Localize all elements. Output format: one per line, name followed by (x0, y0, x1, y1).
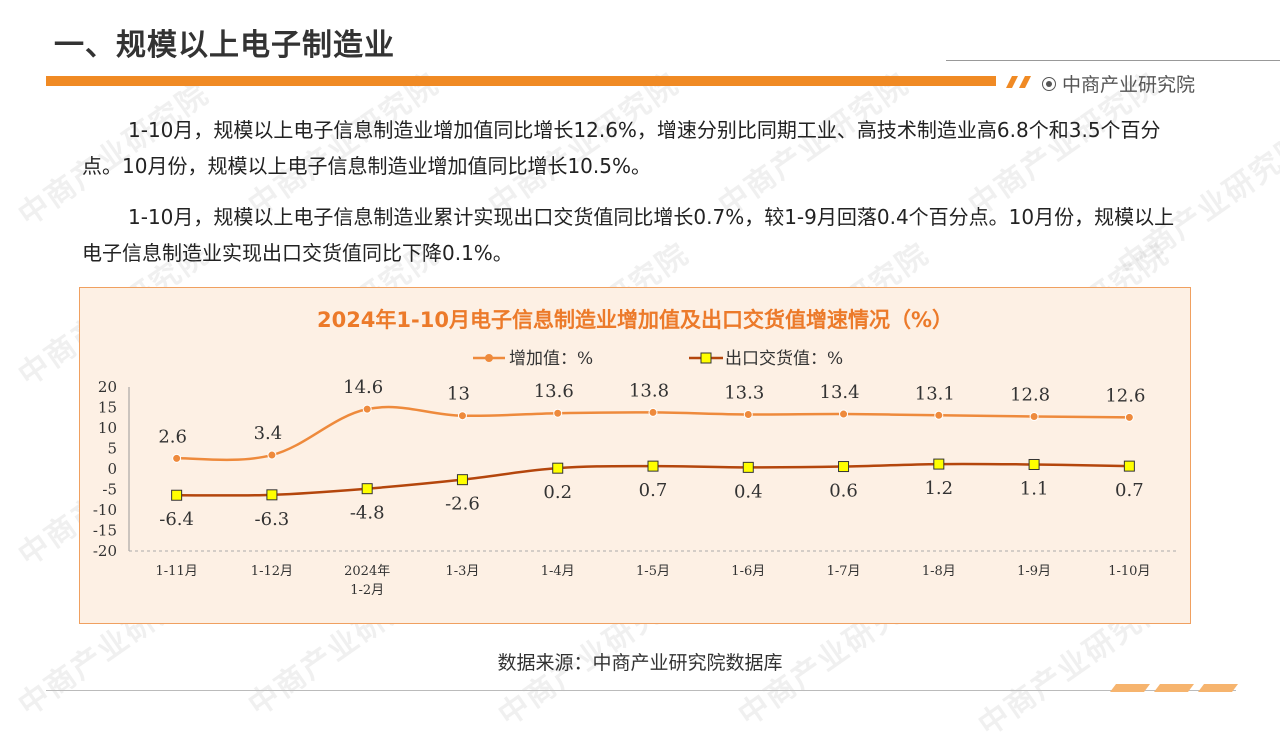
y-tick-label: 15 (98, 399, 117, 417)
value-added-data-label: 13 (447, 384, 470, 405)
series-value-added-point (839, 409, 849, 419)
value-added-data-label: 13.6 (534, 381, 574, 402)
series-export-point (266, 489, 278, 501)
x-tick-label: 1-10月 (1108, 564, 1150, 579)
y-tick-label: -15 (93, 522, 117, 540)
export-data-label: -6.3 (255, 509, 290, 530)
series-export-point (456, 474, 468, 486)
brand-logo: 中商产业研究院 (1042, 70, 1195, 97)
y-tick-label: 0 (107, 460, 117, 478)
series-value-added-point (553, 408, 563, 418)
series-export-point (933, 458, 945, 470)
series-export-point (361, 483, 373, 495)
series-value-added-point (743, 409, 753, 419)
value-added-data-label: 12.8 (1010, 385, 1050, 406)
x-tick-label: 1-2月 (350, 583, 384, 598)
export-data-label: -2.6 (445, 494, 480, 515)
series-export-point (742, 461, 754, 473)
data-source: 数据来源：中商产业研究院数据库 (497, 652, 783, 674)
series-value-added-point (934, 410, 944, 420)
value-added-data-label: 2.6 (158, 426, 187, 447)
export-data-label: 1.2 (924, 478, 953, 499)
title-divider-line (946, 60, 1280, 61)
y-tick-label: -20 (93, 542, 117, 560)
brand-name: 中商产业研究院 (1062, 74, 1196, 96)
decorative-slashes-icon (1006, 76, 1031, 88)
export-data-label: 0.7 (1115, 480, 1144, 501)
paragraph-1-text: 1-10月，规模以上电子信息制造业增加值同比增长12.6%，增速分别比同期工业、… (82, 118, 1161, 178)
export-data-label: 0.2 (543, 482, 572, 503)
series-export-point (171, 489, 183, 501)
export-data-label: 1.1 (1020, 478, 1049, 499)
y-tick-label: 20 (98, 378, 117, 396)
legend-value-added-label: 增加值：% (509, 349, 593, 369)
value-added-data-label: 14.6 (343, 377, 383, 398)
value-added-data-label: 12.6 (1105, 385, 1145, 406)
y-tick-label: -10 (93, 501, 117, 519)
x-tick-label: 1-12月 (251, 564, 293, 579)
series-export-point (1123, 460, 1135, 472)
value-added-data-label: 13.8 (629, 380, 669, 401)
brand-circle-icon (1042, 76, 1056, 91)
legend-value-added-marker (485, 354, 493, 362)
paragraph-export: 1-10月，规模以上电子信息制造业累计实现出口交货值同比增长0.7%，较1-9月… (82, 199, 1182, 271)
x-tick-label: 1-7月 (827, 564, 861, 579)
series-value-added-point (362, 404, 372, 414)
series-value-added-point (267, 450, 277, 460)
series-export-point (838, 461, 850, 473)
x-tick-label: 1-4月 (541, 564, 575, 579)
bottom-divider (46, 690, 1236, 691)
y-tick-label: -5 (102, 481, 117, 499)
legend-export-marker (700, 352, 712, 364)
export-data-label: 0.7 (639, 480, 668, 501)
value-added-data-label: 13.1 (915, 383, 955, 404)
export-data-label: -6.4 (159, 509, 194, 530)
value-added-data-label: 3.4 (254, 423, 283, 444)
paragraph-2-text: 1-10月，规模以上电子信息制造业累计实现出口交货值同比增长0.7%，较1-9月… (82, 205, 1175, 265)
y-tick-label: 5 (107, 440, 117, 458)
y-tick-label: 10 (98, 419, 117, 437)
paragraph-value-added: 1-10月，规模以上电子信息制造业增加值同比增长12.6%，增速分别比同期工业、… (82, 112, 1182, 184)
export-data-label: 0.4 (734, 481, 763, 502)
title-accent-bar (46, 76, 996, 86)
bottom-decoration-icon (1110, 684, 1238, 692)
x-tick-label: 2024年 (344, 564, 390, 579)
legend-export-label: 出口交货值：% (725, 349, 843, 369)
series-value-added-point (648, 407, 658, 417)
x-tick-label: 1-6月 (731, 564, 765, 579)
series-value-added-point (172, 453, 182, 463)
x-tick-label: 1-8月 (922, 564, 956, 579)
value-added-data-label: 13.3 (724, 382, 764, 403)
series-value-added-point (1029, 412, 1039, 422)
x-tick-label: 1-3月 (445, 564, 479, 579)
chart-title: 2024年1-10月电子信息制造业增加值及出口交货值增速情况（%） (316, 308, 954, 332)
export-data-label: -4.8 (350, 503, 385, 524)
page-title: 一、规模以上电子制造业 (54, 28, 395, 63)
series-export-point (647, 460, 659, 472)
x-tick-label: 1-11月 (156, 564, 198, 579)
series-value-added-point (1124, 412, 1134, 422)
series-export-point (1028, 458, 1040, 470)
series-value-added-point (457, 411, 467, 421)
export-data-label: 0.6 (829, 481, 858, 502)
x-tick-label: 1-5月 (636, 564, 670, 579)
line-chart: 20 15 10 5 0 -5 -10 -15 -20 1-11月 1-12月 2024年 1-2月 1-… (93, 349, 1177, 598)
series-export-point (552, 462, 564, 474)
x-tick-label: 1-9月 (1017, 564, 1051, 579)
value-added-data-label: 13.4 (820, 382, 860, 403)
